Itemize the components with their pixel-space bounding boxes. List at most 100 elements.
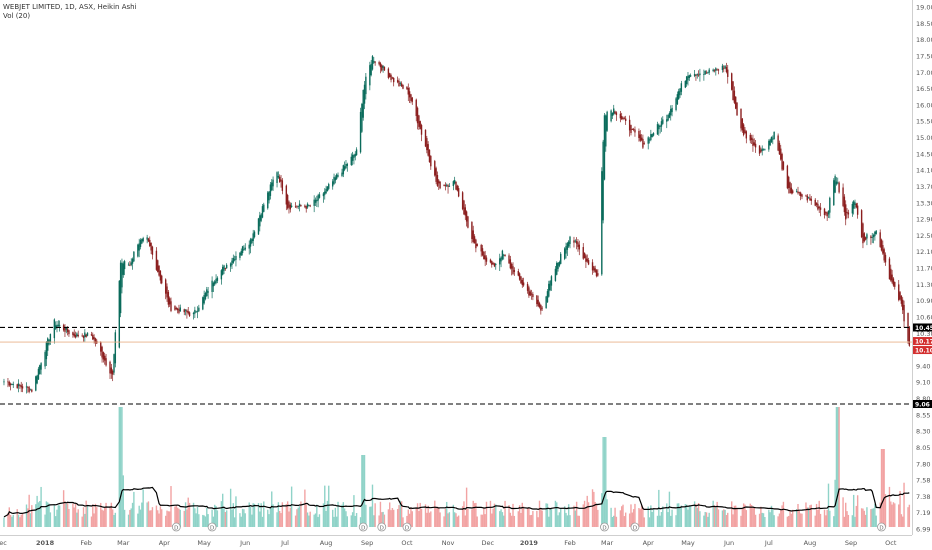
candle-body xyxy=(696,74,698,76)
volume-bar xyxy=(491,513,493,527)
volume-bar xyxy=(826,510,828,527)
volume-bar xyxy=(717,509,720,527)
volume-bar xyxy=(444,508,447,527)
dividend-marker-icon[interactable] xyxy=(600,522,609,532)
candle-body xyxy=(550,276,553,286)
dividend-marker-icon[interactable] xyxy=(402,522,412,532)
volume-bar xyxy=(882,449,884,527)
volume-bar xyxy=(64,501,66,527)
candle-body xyxy=(827,210,830,215)
volume-bar xyxy=(16,509,18,527)
candle-body xyxy=(587,260,590,265)
volume-bar xyxy=(68,508,70,527)
candle-body xyxy=(324,191,326,195)
candle-body xyxy=(795,191,798,193)
volume-bar xyxy=(798,510,801,527)
candle-body xyxy=(591,262,594,271)
y-tick-label: 7.19 xyxy=(916,509,930,517)
candle-body xyxy=(540,305,542,311)
volume-bar xyxy=(652,508,655,527)
candle-body xyxy=(733,90,736,103)
candle-body xyxy=(109,361,111,374)
candle-body xyxy=(415,99,417,117)
y-tick-label: 8.80 xyxy=(916,395,930,403)
symbol-title: WEBJET LIMITED, 1D, ASX, Heikin Ashi xyxy=(3,3,137,11)
y-tick-label: 8.05 xyxy=(916,444,930,452)
volume-bar xyxy=(634,503,636,527)
volume-bar xyxy=(648,517,651,527)
volume-bar xyxy=(122,475,124,527)
candle-body xyxy=(290,205,293,207)
volume-bar xyxy=(260,503,262,527)
candle-body xyxy=(176,308,179,311)
candle-body xyxy=(241,246,244,254)
candle-body xyxy=(642,138,644,148)
volume-bar xyxy=(670,515,672,527)
candle-body xyxy=(689,75,692,77)
candle-body xyxy=(161,275,163,284)
dividend-marker-icon[interactable] xyxy=(377,522,387,532)
volume-bar xyxy=(716,501,718,527)
candle-body xyxy=(446,184,448,186)
price-tag xyxy=(913,337,932,346)
candle-body xyxy=(40,363,42,370)
candle-body xyxy=(203,295,205,304)
candle-body xyxy=(223,265,225,271)
x-tick-label: Jun xyxy=(239,539,250,547)
candle-body xyxy=(528,287,530,296)
volume-bar xyxy=(631,512,634,527)
volume-bar xyxy=(353,495,355,527)
volume-bar xyxy=(503,515,505,527)
candle-body xyxy=(556,263,558,275)
volume-bar xyxy=(723,509,725,527)
volume-bar xyxy=(472,500,474,527)
volume-bar xyxy=(81,516,83,527)
candle-body xyxy=(408,91,411,98)
volume-bar xyxy=(638,508,640,527)
volume-bar xyxy=(825,515,827,527)
candle-body xyxy=(500,257,502,262)
volume-bar xyxy=(806,507,808,527)
candle-body xyxy=(149,240,151,247)
candle-body xyxy=(455,181,457,190)
candle-body xyxy=(569,236,571,245)
candle-body xyxy=(510,263,513,269)
candle-body xyxy=(179,307,181,312)
candle-body xyxy=(870,236,872,239)
candle-body xyxy=(289,204,292,210)
candle-body xyxy=(721,65,724,71)
candle-body xyxy=(351,154,354,161)
y-tick-label: 10.90 xyxy=(916,297,932,305)
volume-bar xyxy=(540,507,542,527)
candle-body xyxy=(110,367,113,374)
candle-body xyxy=(622,117,624,120)
dividend-marker-icon[interactable] xyxy=(630,522,640,532)
candle-body xyxy=(593,266,595,271)
candle-body xyxy=(277,175,280,178)
volume-bar xyxy=(446,501,448,527)
candle-body xyxy=(288,201,290,208)
volume-bar xyxy=(550,508,553,527)
volume-bar xyxy=(252,503,254,527)
candle-body xyxy=(47,338,49,351)
candle-body xyxy=(693,74,696,76)
volume-bar xyxy=(601,493,603,527)
volume-bar xyxy=(620,506,623,527)
volume-bar xyxy=(749,503,751,527)
volume-bar xyxy=(622,504,624,527)
candle-body xyxy=(660,121,663,127)
volume-bar xyxy=(764,516,766,527)
volume-bar xyxy=(142,489,144,527)
candle-body xyxy=(819,207,822,210)
dividend-marker-icon[interactable] xyxy=(207,522,217,532)
volume-bar xyxy=(707,516,709,527)
dividend-marker-icon[interactable] xyxy=(358,522,368,532)
volume-bar xyxy=(699,511,701,527)
dividend-marker-icon[interactable] xyxy=(171,522,181,532)
candle-body xyxy=(639,134,641,141)
volume-bar xyxy=(72,503,74,527)
dividend-marker-icon[interactable] xyxy=(877,522,886,532)
candle-body xyxy=(884,254,887,263)
candle-body xyxy=(546,291,549,303)
